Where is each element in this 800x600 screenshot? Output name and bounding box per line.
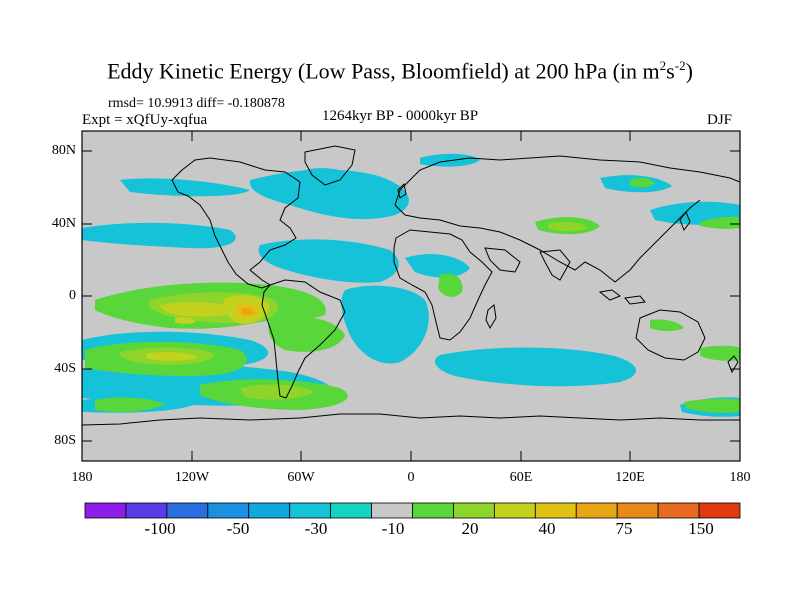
x-tick-120w: 120W <box>174 470 210 485</box>
period-label: 1264kyr BP - 0000kyr BP <box>322 108 479 124</box>
y-tick-80s: 80S <box>54 433 76 448</box>
coast-eurasia-south <box>394 199 701 283</box>
colorbar-swatch <box>657 502 700 519</box>
contour-green-sam-south <box>95 397 165 412</box>
contour-green-japan <box>700 216 740 229</box>
contour-cyan-africa <box>405 254 470 278</box>
colorbar-swatch <box>453 502 495 519</box>
contour-lightgreen-satl <box>240 384 315 400</box>
y-tick-40n: 40N <box>51 216 76 231</box>
contour-cyan-indian <box>435 347 637 387</box>
y-tick-40s: 40S <box>54 361 76 376</box>
x-tick-120e: 120E <box>615 470 645 485</box>
contour-green-africa <box>438 273 463 297</box>
colorbar-swatch <box>248 502 291 519</box>
colorbar-swatch <box>698 502 741 519</box>
contour-green-sam <box>268 316 345 352</box>
contour-cyan-natl-sub <box>258 239 399 283</box>
contour-cyan-npac-west <box>120 178 250 197</box>
coast-uk <box>397 182 407 199</box>
contour-yellowgreen-spac <box>145 351 198 362</box>
colorbar-swatch <box>289 502 332 519</box>
colorbar-label-3: -30 <box>304 519 328 538</box>
stats-label: rmsd= 10.9913 diff= -0.180878 <box>108 96 285 111</box>
coast-antarctica <box>82 413 740 426</box>
contour-yellowgreen-epac <box>160 302 240 317</box>
coast-japan <box>679 210 691 232</box>
contour-green-nepac-far <box>684 398 740 413</box>
contour-lightgreen-asia <box>548 221 588 232</box>
x-tick-0: 0 <box>407 470 415 485</box>
season-label: DJF <box>707 112 733 128</box>
colorbar-swatch <box>330 502 372 519</box>
contour-cyan-equ-atl <box>341 285 429 364</box>
coastlines <box>82 145 740 426</box>
coast-arabia <box>484 247 521 273</box>
colorbar-label-2: -50 <box>226 519 250 538</box>
colorbar-swatch <box>493 502 536 519</box>
coast-greenland <box>304 145 356 186</box>
x-tick-60e: 60E <box>509 470 533 485</box>
colorbar-swatch <box>166 502 209 519</box>
contour-green-aus <box>650 319 684 331</box>
colorbar-swatch <box>371 502 413 519</box>
coast-india <box>539 249 571 281</box>
colorbar-swatch <box>84 502 127 519</box>
map-title: Eddy Kinetic Energy (Low Pass, Bloomfiel… <box>107 58 693 84</box>
coast-africa <box>393 229 493 341</box>
colorbar-label-1: -100 <box>144 519 176 538</box>
colorbar-label-7: 75 <box>615 519 633 538</box>
colorbar-label-5: 20 <box>461 519 479 538</box>
contour-cyan-npac <box>82 222 236 249</box>
colorbar-swatch <box>125 502 168 519</box>
x-tick-180e: 180 <box>729 470 751 485</box>
coast-north-america <box>171 157 301 289</box>
x-tick-60w: 60W <box>287 470 315 485</box>
contour-fields <box>82 153 740 417</box>
coast-south-america <box>261 279 346 399</box>
contour-green-saus <box>700 345 740 361</box>
axis-ticks <box>81 131 741 461</box>
coast-madagascar <box>485 304 497 330</box>
colorbar <box>84 502 741 519</box>
contour-orange-sam-core <box>241 307 254 316</box>
colorbar-label-6: 40 <box>538 519 556 538</box>
experiment-label: Expt = xQfUy-xqfua <box>82 112 208 128</box>
x-tick-180w: 180 <box>71 470 93 485</box>
colorbar-swatch <box>534 502 577 519</box>
colorbar-swatch <box>207 502 250 519</box>
colorbar-swatch <box>412 502 454 519</box>
colorbar-label-4: -10 <box>381 519 405 538</box>
coast-eurasia <box>394 155 740 206</box>
contour-yellowgreen-epac-small <box>175 317 196 324</box>
coast-indonesia <box>598 289 646 305</box>
contour-cyan-natl <box>249 169 409 220</box>
colorbar-label-8: 150 <box>688 519 714 538</box>
colorbar-swatch <box>575 502 618 519</box>
colorbar-swatch <box>616 502 659 519</box>
y-tick-80n: 80N <box>51 143 76 158</box>
coast-australia <box>635 309 706 361</box>
y-tick-0: 0 <box>69 288 76 303</box>
contour-green-eurasia <box>630 177 655 188</box>
